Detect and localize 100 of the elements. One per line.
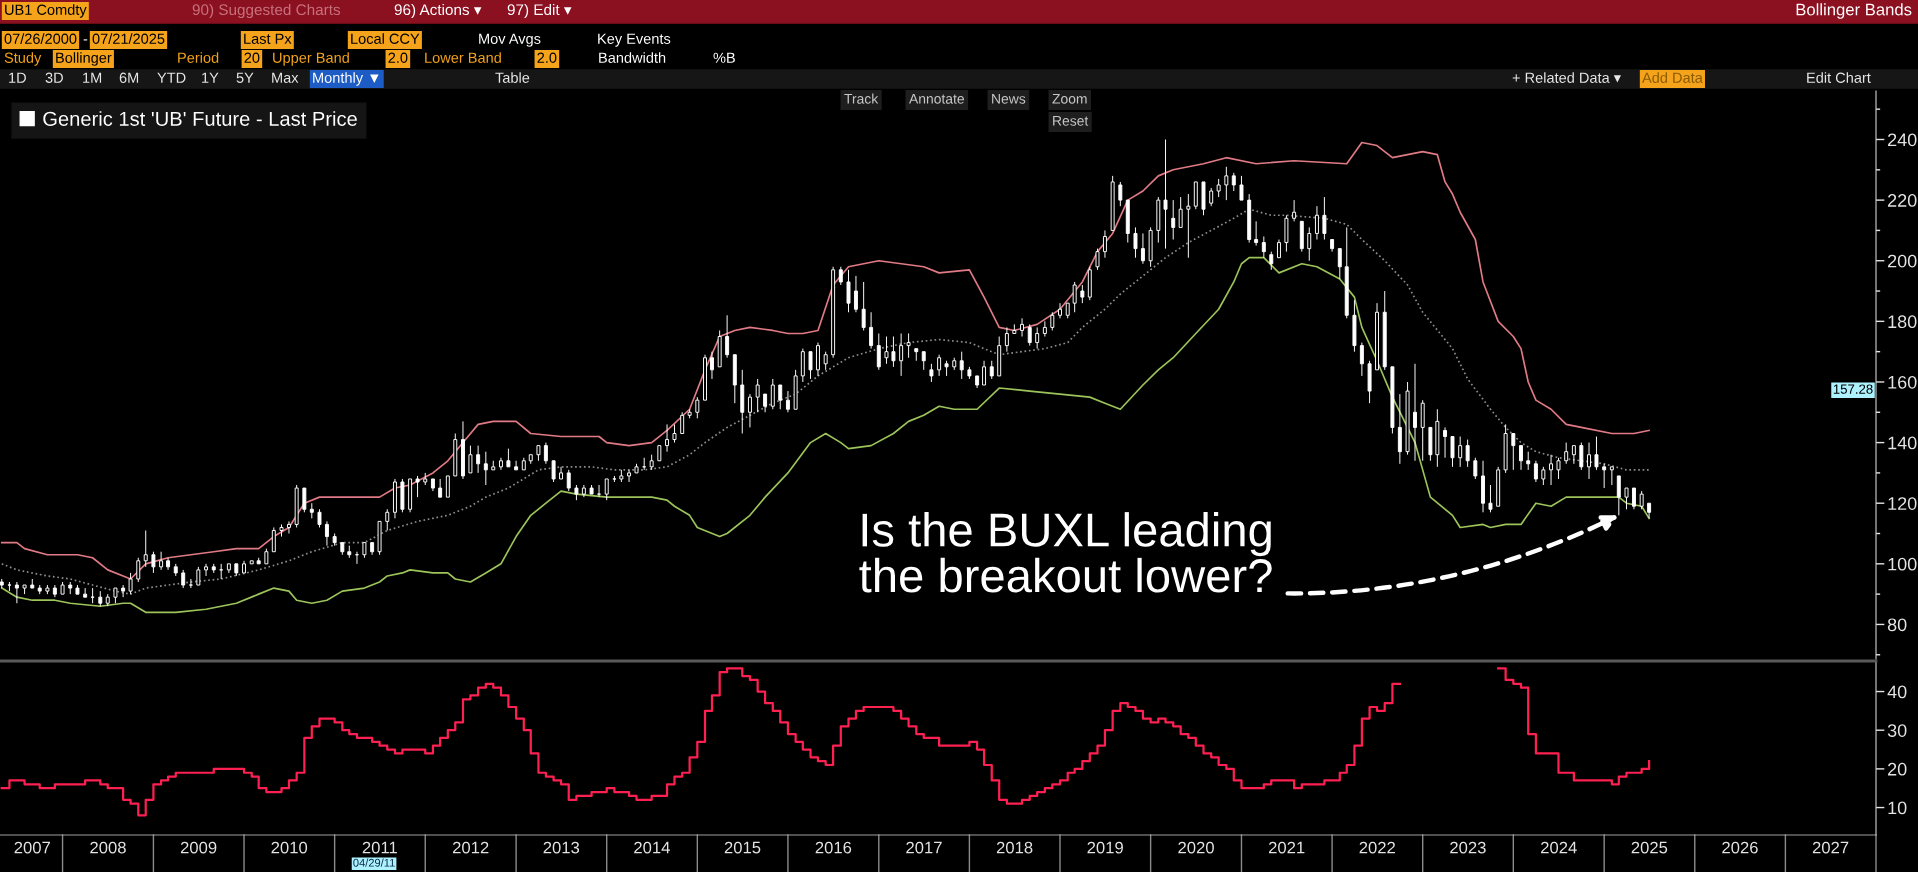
candlestick	[1284, 214, 1289, 253]
candlestick	[1465, 439, 1470, 468]
x-tick-label: 2025	[1631, 841, 1668, 854]
candlestick	[151, 551, 156, 574]
y-tick-label: 30	[1887, 724, 1907, 737]
candlestick	[732, 354, 737, 404]
x-tick-label: 2017	[906, 841, 942, 854]
candlestick	[717, 329, 722, 368]
candlestick	[483, 451, 488, 486]
text: 3D	[45, 72, 63, 83]
candlestick	[204, 563, 209, 577]
candlestick	[1511, 433, 1516, 471]
x-tick-label: 2024	[1541, 841, 1577, 854]
candlestick	[528, 454, 533, 465]
candlestick	[264, 548, 269, 565]
candlestick	[506, 448, 511, 468]
y-tick-label: 220	[1888, 194, 1917, 207]
candlestick	[1118, 181, 1123, 207]
annotation: Reset	[1053, 116, 1089, 126]
candlestick	[98, 590, 103, 607]
candlestick	[906, 332, 911, 359]
candlestick	[1292, 199, 1297, 222]
text: Max	[272, 72, 299, 83]
candlestick	[1004, 326, 1009, 353]
annotation: Zoom	[1052, 94, 1087, 104]
candlestick	[309, 502, 314, 519]
y-tick-label: 100	[1888, 557, 1917, 571]
candlestick	[226, 563, 231, 574]
candlestick	[1564, 442, 1569, 465]
line-series	[0, 208, 1650, 595]
candlestick	[1330, 239, 1335, 253]
candlestick	[1571, 445, 1576, 465]
candlestick	[1631, 487, 1636, 510]
candlestick	[536, 445, 541, 462]
text: Period	[178, 52, 219, 63]
y-tick-label: 40	[1887, 685, 1907, 699]
candlestick	[725, 314, 730, 359]
candlestick	[1503, 423, 1508, 474]
candlestick	[1140, 232, 1145, 265]
candlestick	[188, 578, 193, 589]
candlestick	[60, 581, 65, 595]
candlestick	[1375, 302, 1379, 371]
candlestick	[1450, 436, 1455, 468]
candlestick	[846, 269, 851, 313]
text: 1Y	[202, 72, 219, 83]
candlestick	[1247, 193, 1252, 244]
candlestick	[1639, 490, 1644, 510]
candlestick	[136, 557, 141, 583]
candlestick	[1020, 317, 1025, 337]
candlestick	[1616, 475, 1621, 516]
text: Bollinger Bands	[1796, 3, 1912, 19]
y-tick-label: 120	[1888, 497, 1917, 510]
candlestick	[589, 484, 594, 495]
candlestick	[1602, 463, 1607, 489]
candlestick	[1307, 226, 1312, 262]
candlestick	[1186, 193, 1191, 259]
candlestick	[1231, 172, 1236, 192]
candlestick	[302, 487, 307, 513]
candlestick	[778, 384, 783, 410]
x-tick-label: 2008	[90, 841, 126, 854]
candlestick	[944, 360, 949, 377]
line-series	[0, 256, 1650, 614]
candlestick	[1276, 239, 1281, 259]
candlestick	[408, 478, 413, 513]
candlestick	[959, 351, 964, 380]
candlestick	[543, 442, 548, 465]
candlestick	[392, 478, 397, 519]
candlestick	[1254, 220, 1259, 247]
annotation: Annotate	[909, 94, 964, 104]
candlestick	[703, 354, 707, 401]
candlestick	[377, 520, 382, 556]
candlestick	[695, 396, 700, 419]
text: 2.0	[388, 52, 408, 63]
candlestick	[574, 484, 579, 501]
y-tick-label: 80	[1887, 618, 1907, 632]
candlestick	[196, 566, 201, 586]
candlestick	[1216, 178, 1221, 198]
candlestick	[468, 445, 473, 474]
text: 5Y	[236, 72, 254, 83]
candlestick	[1413, 363, 1417, 462]
candlestick	[1481, 460, 1486, 513]
candlestick	[899, 332, 904, 377]
y-tick-label: 180	[1888, 315, 1917, 329]
candlestick	[952, 357, 957, 371]
candlestick	[627, 469, 632, 483]
candlestick	[861, 281, 866, 331]
candlestick	[687, 408, 692, 419]
candlestick	[385, 508, 390, 531]
text: Bandwidth	[599, 52, 666, 63]
text: -	[83, 39, 88, 41]
candlestick	[1390, 366, 1395, 434]
candlestick	[1496, 466, 1501, 507]
x-tick-label: 2016	[815, 841, 852, 854]
candlestick	[113, 587, 118, 604]
candlestick	[975, 375, 980, 389]
candlestick	[884, 336, 889, 365]
candlestick	[279, 523, 284, 538]
candlestick	[1367, 360, 1372, 404]
candlestick	[1405, 381, 1410, 456]
candlestick	[1609, 466, 1614, 486]
